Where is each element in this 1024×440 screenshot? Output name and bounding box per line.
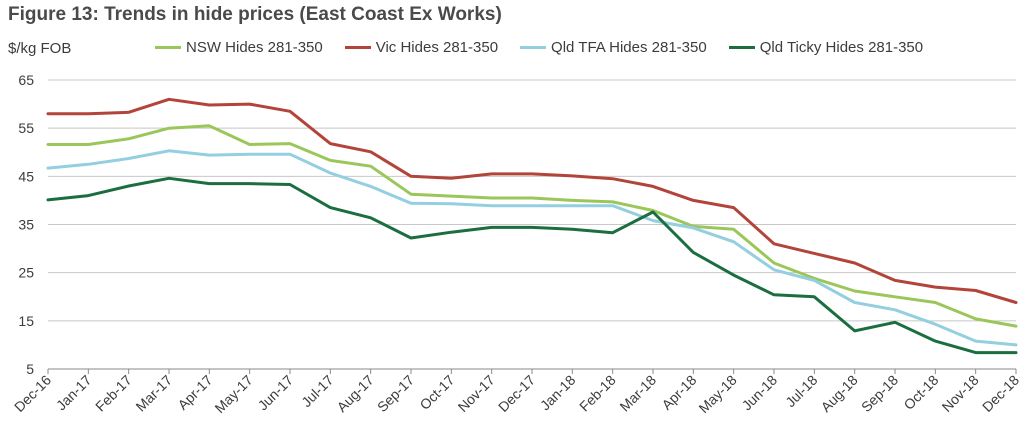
y-tick-label: 25 <box>18 265 34 281</box>
x-tick-label: Sep-18 <box>858 372 901 415</box>
y-tick-label: 15 <box>18 313 34 329</box>
legend-label: Qld TFA Hides 281-350 <box>551 39 707 56</box>
x-tick-label: Dec-16 <box>11 372 54 415</box>
x-tick-label: Dec-18 <box>979 372 1022 415</box>
legend-swatch <box>344 46 371 49</box>
x-tick-label: Mar-17 <box>132 372 175 415</box>
x-tick-label: Apr-18 <box>658 372 699 413</box>
legend-label: NSW Hides 281-350 <box>186 39 323 56</box>
x-tick-label: May-17 <box>211 372 255 416</box>
x-tick-label: Feb-17 <box>92 372 135 415</box>
y-tick-labels: 5 15 25 35 45 55 65 <box>18 72 34 377</box>
legend-item-vic: Vic Hides 281-350 <box>344 39 499 56</box>
x-tick-label: Jul-17 <box>298 372 336 410</box>
chart-title: Figure 13: Trends in hide prices (East C… <box>8 4 502 25</box>
legend-swatch <box>520 46 547 49</box>
y-tick-label: 35 <box>18 217 34 233</box>
x-tick-label: Dec-17 <box>495 372 538 415</box>
x-tick-label: Jun-17 <box>255 372 297 414</box>
x-tick-label: Sep-17 <box>374 372 417 415</box>
x-tick-label: Oct-17 <box>416 372 457 413</box>
y-tick-label: 45 <box>18 168 34 184</box>
legend-item-qld-tfa: Qld TFA Hides 281-350 <box>520 39 707 56</box>
x-tick-label: Jul-18 <box>782 372 820 410</box>
series-lines <box>46 97 1018 355</box>
x-tick-label: Apr-17 <box>174 372 215 413</box>
x-tick-label: Nov-17 <box>455 372 498 415</box>
x-tick-label: Aug-17 <box>334 372 377 415</box>
x-tick-label: Nov-18 <box>939 372 982 415</box>
x-tick-label: Mar-18 <box>616 372 659 415</box>
legend-swatch <box>728 46 755 49</box>
gridlines <box>48 79 1016 370</box>
x-tick-label: Feb-18 <box>576 372 619 415</box>
legend-swatch <box>155 46 181 49</box>
series-line-qld-tfa-hides-281-350 <box>46 149 1018 347</box>
x-tick-label: Jan-17 <box>53 372 95 414</box>
legend-item-qld-ticky: Qld Ticky Hides 281-350 <box>728 39 924 56</box>
legend: NSW Hides 281-350 Vic Hides 281-350 Qld … <box>155 39 945 56</box>
legend-label: Qld Ticky Hides 281-350 <box>759 39 924 56</box>
y-axis-label: $/kg FOB <box>8 40 72 57</box>
x-tick-label: Jan-18 <box>537 372 579 414</box>
x-tick-label: Jun-18 <box>739 372 781 414</box>
legend-item-nsw: NSW Hides 281-350 <box>155 39 323 56</box>
y-tick-label: 55 <box>18 120 34 136</box>
y-tick-label: 65 <box>18 72 34 88</box>
y-tick-label: 5 <box>26 361 34 377</box>
x-tick-label: Oct-18 <box>900 372 941 413</box>
x-tick-label: May-18 <box>695 372 739 416</box>
x-tick-label: Aug-18 <box>818 372 861 415</box>
legend-label: Vic Hides 281-350 <box>375 39 499 56</box>
series-line-vic-hides-281-350 <box>46 97 1018 304</box>
